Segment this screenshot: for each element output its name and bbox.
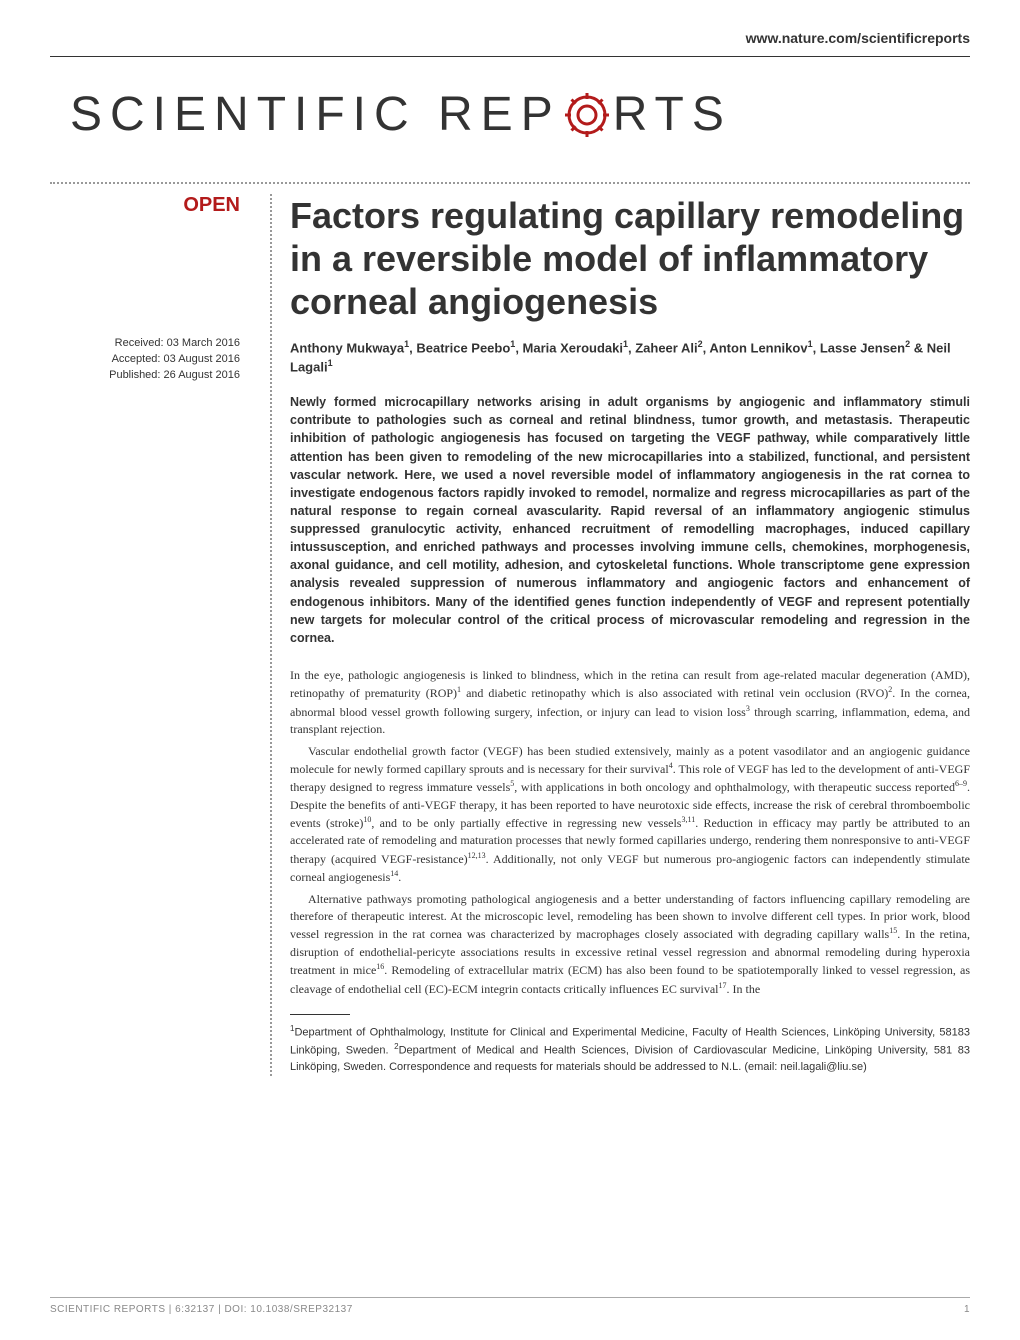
header-url[interactable]: www.nature.com/scientificreports: [50, 30, 970, 46]
accepted-date: Accepted: 03 August 2016: [50, 353, 240, 365]
logo-text-before: SCIENTIFIC: [70, 87, 417, 142]
affiliations: 1Department of Ophthalmology, Institute …: [290, 1023, 970, 1076]
abstract: Newly formed microcapillary networks ari…: [290, 393, 970, 647]
logo-text-rts: RTS: [613, 87, 732, 142]
body-text: In the eye, pathologic angiogenesis is l…: [290, 667, 970, 998]
paragraph-2: Vascular endothelial growth factor (VEGF…: [290, 743, 970, 887]
received-date: Received: 03 March 2016: [50, 337, 240, 349]
paragraph-1: In the eye, pathologic angiogenesis is l…: [290, 667, 970, 739]
article-title: Factors regulating capillary remodeling …: [290, 194, 970, 324]
dotted-separator-top: [50, 182, 970, 184]
sidebar: OPEN Received: 03 March 2016 Accepted: 0…: [50, 194, 250, 1076]
logo-text-rep: REP: [438, 87, 561, 142]
open-access-badge: OPEN: [50, 194, 240, 217]
journal-logo: SCIENTIFIC REP RTS: [50, 87, 970, 142]
affiliations-rule: [290, 1014, 350, 1015]
author-list: Anthony Mukwaya1, Beatrice Peebo1, Maria…: [290, 338, 970, 378]
gear-icon: [563, 91, 611, 139]
published-date: Published: 26 August 2016: [50, 369, 240, 381]
footer: SCIENTIFIC REPORTS | 6:32137 | DOI: 10.1…: [50, 1297, 970, 1315]
header-rule: [50, 56, 970, 57]
logo-space: [417, 87, 438, 142]
main-column: Factors regulating capillary remodeling …: [270, 194, 970, 1076]
paragraph-3: Alternative pathways promoting pathologi…: [290, 891, 970, 998]
footer-rule: [50, 1297, 970, 1298]
content-row: OPEN Received: 03 March 2016 Accepted: 0…: [50, 194, 970, 1076]
footer-citation: SCIENTIFIC REPORTS | 6:32137 | DOI: 10.1…: [50, 1304, 353, 1315]
page-number: 1: [964, 1304, 970, 1315]
